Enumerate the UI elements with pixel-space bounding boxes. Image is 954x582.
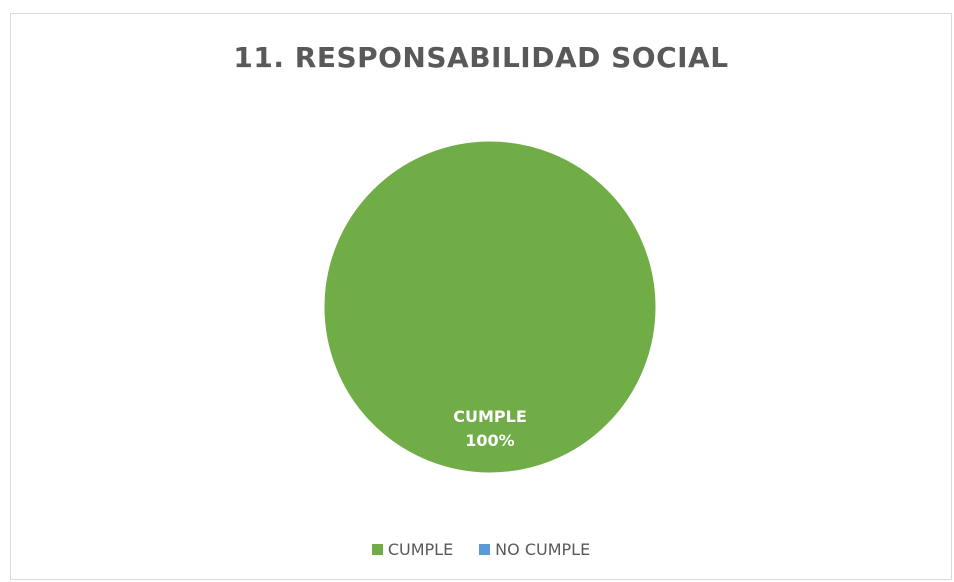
legend-swatch-cumple bbox=[371, 544, 383, 555]
pie-data-labels: CUMPLE 100% bbox=[453, 407, 527, 450]
pie-slice-cumple bbox=[323, 140, 657, 474]
legend-label-cumple: CUMPLE bbox=[387, 540, 454, 559]
legend-item-cumple: CUMPLE bbox=[371, 540, 454, 559]
pie-slices bbox=[323, 140, 657, 474]
legend-item-no-cumple: NO CUMPLE bbox=[479, 540, 590, 559]
legend-swatch-no-cumple bbox=[479, 544, 491, 555]
chart-legend: CUMPLE NO CUMPLE bbox=[11, 540, 951, 559]
chart-title: 11. RESPONSABILIDAD SOCIAL bbox=[233, 41, 729, 74]
legend-label-no-cumple: NO CUMPLE bbox=[495, 540, 591, 559]
chart-area: 11. RESPONSABILIDAD SOCIAL CUMPLE 100% CU… bbox=[10, 13, 952, 580]
pie-plot: CUMPLE 100% bbox=[323, 140, 657, 474]
data-label-cumple: CUMPLE 100% bbox=[453, 407, 527, 450]
